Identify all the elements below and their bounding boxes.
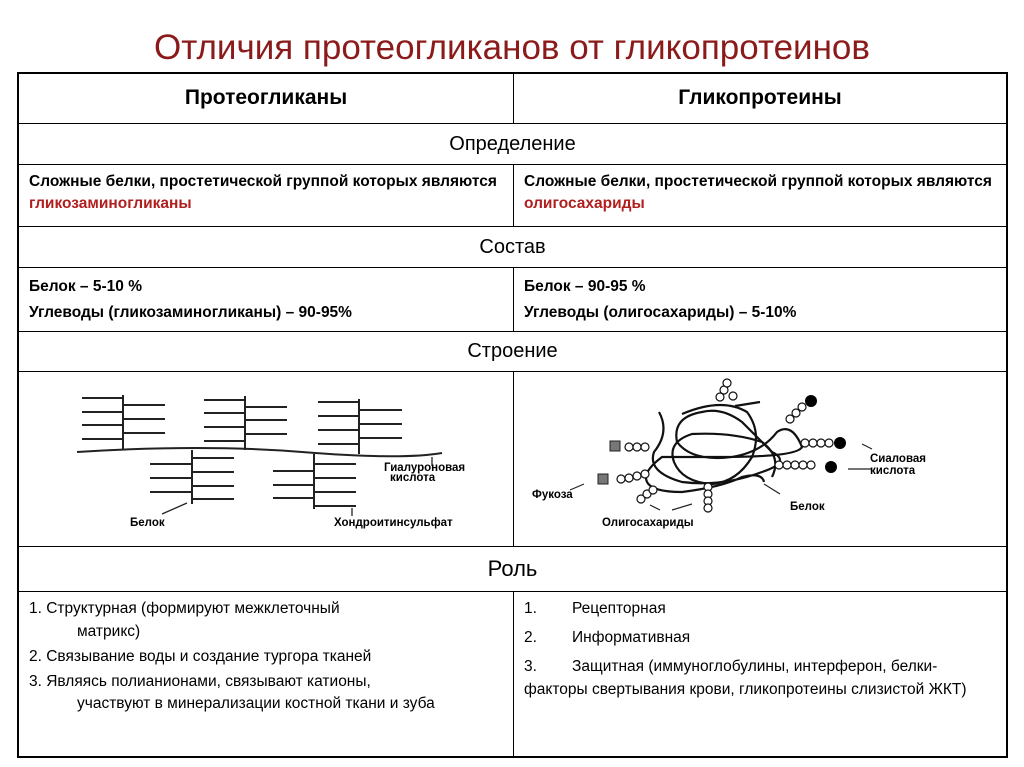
label-oligosaccharides: Олигосахариды (602, 517, 694, 529)
label-sialic-1: Сиаловая (870, 453, 926, 465)
label-fucose: Фукоза (532, 489, 573, 501)
role-right: 1. Рецепторная 2. Информативная 3. Защитная… (514, 592, 1006, 758)
role-item: 3. Являясь полианионами, связывают катио… (29, 673, 435, 712)
label-hyaluronic-1: Гиалуроновая (384, 462, 465, 474)
glycoprotein-diagram: Сиаловая кислота Фукоза Белок Олигосахар… (514, 372, 1006, 546)
role-item: 1. Рецепторная (524, 600, 666, 617)
definition-left: Сложные белки, простетической группой ко… (19, 165, 514, 226)
header-glycoproteins: Гликопротеины (678, 86, 842, 109)
composition-row: Белок – 5-10 % Углеводы (гликозаминоглика… (19, 268, 1006, 332)
proteoglycan-structure-svg: Гиалуроновая кислота Белок Хондроитинсул… (76, 395, 465, 529)
label-protein-left: Белок (130, 517, 165, 529)
role-row: 1. Структурная (формируют межклеточный ма… (19, 592, 1006, 758)
composition-left: Белок – 5-10 % Углеводы (гликозаминоглика… (19, 268, 514, 331)
role-left: 1. Структурная (формируют межклеточный ма… (19, 592, 514, 758)
definition-row: Сложные белки, простетической группой ко… (19, 165, 1006, 227)
label-chondroitin: Хондроитинсульфат (334, 517, 453, 529)
header-proteoglycans: Протеогликаны (19, 74, 514, 123)
proteoglycan-diagram: Гиалуроновая кислота Белок Хондроитинсул… (19, 372, 514, 546)
role-item: 1. Структурная (формируют межклеточный ма… (29, 600, 340, 640)
definition-right: Сложные белки, простетической группой ко… (524, 173, 992, 212)
section-role: Роль (19, 547, 1006, 592)
role-item: 3. Защитная (иммуноглобулины, интерферон,… (524, 658, 967, 698)
label-protein-right: Белок (790, 501, 825, 513)
structure-row: Гиалуроновая кислота Белок Хондроитинсул… (19, 372, 1006, 547)
comparison-table: Протеогликаны Гликопротеины Определение … (17, 72, 1008, 758)
section-definition: Определение (19, 124, 1006, 165)
role-item: 2. Связывание воды и создание тургора тк… (29, 648, 372, 665)
glycoprotein-structure-svg: Сиаловая кислота Фукоза Белок Олигосахар… (532, 378, 926, 529)
section-composition: Состав (19, 227, 1006, 268)
label-sialic-2: кислота (870, 465, 916, 477)
role-item: 2. Информативная (524, 629, 691, 646)
composition-right: Белок – 90-95 % Углеводы (олигосахариды) … (524, 278, 797, 321)
header-row: Протеогликаны Гликопротеины (19, 74, 1006, 124)
slide-title: Отличия протеогликанов от гликопротеинов (154, 28, 870, 67)
section-structure: Строение (19, 332, 1006, 372)
label-hyaluronic-2: кислота (390, 472, 436, 484)
